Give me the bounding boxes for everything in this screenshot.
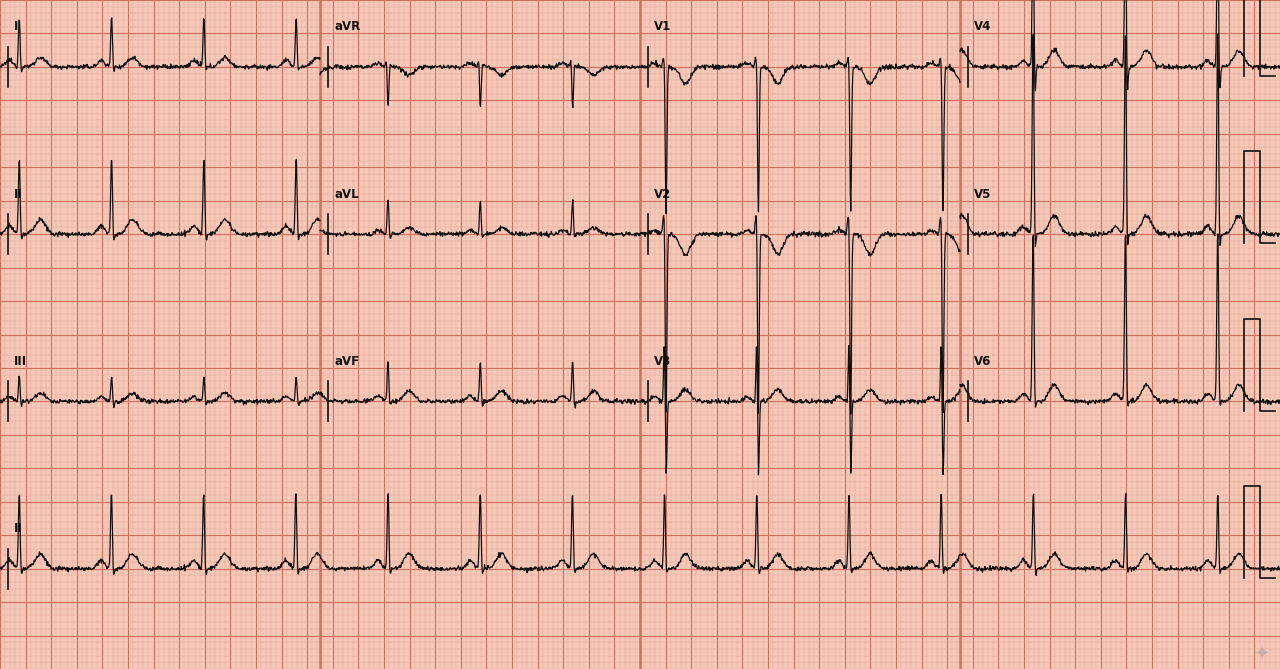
Text: aVL: aVL xyxy=(334,188,358,201)
Text: ✦: ✦ xyxy=(1253,644,1270,662)
Text: II: II xyxy=(14,188,23,201)
Text: III: III xyxy=(14,355,27,368)
Text: aVR: aVR xyxy=(334,21,361,33)
Text: V4: V4 xyxy=(974,21,992,33)
Text: V3: V3 xyxy=(654,355,671,368)
Text: I: I xyxy=(14,21,18,33)
Text: V2: V2 xyxy=(654,188,671,201)
Text: V5: V5 xyxy=(974,188,992,201)
Text: aVF: aVF xyxy=(334,355,360,368)
Text: V1: V1 xyxy=(654,21,671,33)
Text: II: II xyxy=(14,522,23,535)
Text: V6: V6 xyxy=(974,355,992,368)
